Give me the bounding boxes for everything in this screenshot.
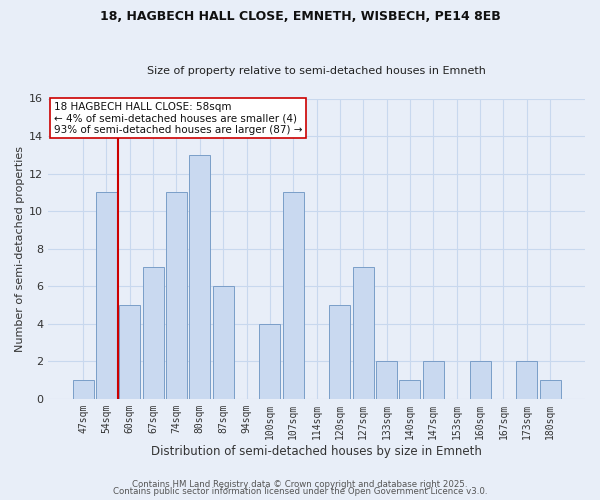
Text: Contains HM Land Registry data © Crown copyright and database right 2025.: Contains HM Land Registry data © Crown c… [132,480,468,489]
Bar [470,362,491,399]
Bar [329,305,350,399]
Title: Size of property relative to semi-detached houses in Emneth: Size of property relative to semi-detach… [147,66,486,76]
Bar [353,268,374,399]
Bar [376,362,397,399]
Bar [259,324,280,399]
Text: 18 HAGBECH HALL CLOSE: 58sqm
← 4% of semi-detached houses are smaller (4)
93% of: 18 HAGBECH HALL CLOSE: 58sqm ← 4% of sem… [53,102,302,134]
Bar [166,192,187,399]
Y-axis label: Number of semi-detached properties: Number of semi-detached properties [15,146,25,352]
Bar [96,192,117,399]
Bar [400,380,421,399]
Bar [516,362,537,399]
Bar [423,362,444,399]
Bar [143,268,164,399]
Bar [119,305,140,399]
Text: 18, HAGBECH HALL CLOSE, EMNETH, WISBECH, PE14 8EB: 18, HAGBECH HALL CLOSE, EMNETH, WISBECH,… [100,10,500,23]
Bar [212,286,233,399]
X-axis label: Distribution of semi-detached houses by size in Emneth: Distribution of semi-detached houses by … [151,444,482,458]
Bar [539,380,560,399]
Bar [190,155,211,399]
Text: Contains public sector information licensed under the Open Government Licence v3: Contains public sector information licen… [113,487,487,496]
Bar [73,380,94,399]
Bar [283,192,304,399]
